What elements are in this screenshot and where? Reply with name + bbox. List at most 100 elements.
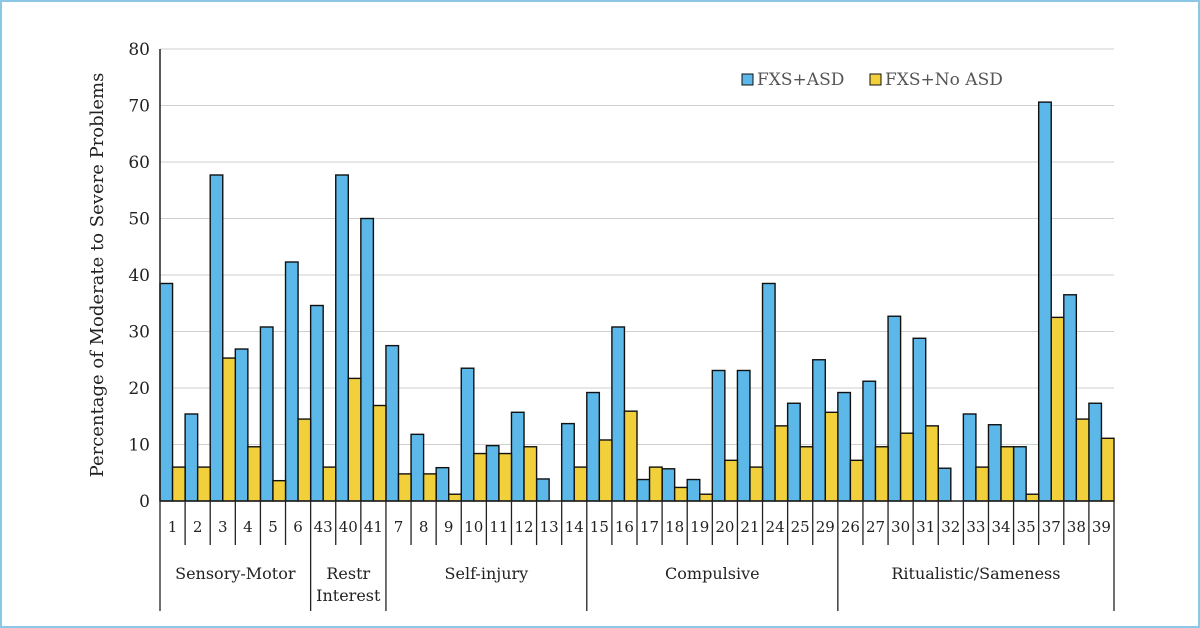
x-category-label: 33	[966, 518, 985, 536]
bar-fxs-asd	[410, 433, 425, 502]
y-tick-label: 10	[128, 436, 150, 456]
x-category-label: 8	[419, 518, 429, 536]
bar-fxs-no-asd	[196, 466, 211, 502]
group-label-line: Sensory-Motor	[175, 564, 296, 583]
bar-fxs-no-asd	[925, 425, 939, 502]
bar-fxs-no-asd	[598, 439, 613, 502]
bar-fxs-asd	[661, 468, 676, 502]
x-category-label: 12	[514, 518, 533, 536]
bar-fxs-no-asd	[975, 466, 990, 502]
bar-fxs-asd	[937, 467, 952, 502]
x-category-label: 7	[394, 518, 404, 536]
x-category-label: 30	[891, 518, 910, 536]
bar-fxs-no-asd	[372, 404, 387, 502]
bar-fxs-no-asd	[749, 466, 764, 502]
x-category-label: 21	[740, 518, 759, 536]
bar-fxs-no-asd	[297, 418, 312, 502]
group-label-line: Compulsive	[665, 564, 760, 583]
bar-fxs-asd	[485, 444, 500, 502]
y-tick-label: 50	[128, 210, 150, 230]
y-tick-label: 20	[128, 379, 150, 399]
group-label: Ritualistic/Sameness	[891, 564, 1060, 583]
x-category-label: 6	[293, 518, 303, 536]
bar-fxs-no-asd	[799, 446, 814, 502]
bar-fxs-no-asd	[724, 459, 739, 502]
bar-fxs-asd	[1088, 402, 1103, 502]
x-category-label: 5	[268, 518, 278, 536]
x-category-label: 38	[1067, 518, 1086, 536]
gridlines	[160, 48, 1114, 445]
x-category-label: 15	[590, 518, 609, 536]
bar-fxs-asd	[987, 424, 1002, 502]
x-category-label: 37	[1042, 518, 1061, 536]
x-category-label: 3	[218, 518, 228, 536]
bar-fxs-asd	[535, 478, 550, 502]
x-category-label: 43	[314, 518, 333, 536]
bar-fxs-no-asd	[648, 466, 663, 502]
group-label-line: Ritualistic/Sameness	[891, 564, 1060, 583]
bar-fxs-asd	[435, 466, 450, 502]
bar-fxs-asd	[510, 411, 525, 502]
x-category-label: 29	[816, 518, 835, 536]
bar-fxs-no-asd	[1075, 418, 1090, 502]
x-category-label: 19	[690, 518, 709, 536]
bar-fxs-asd	[159, 282, 174, 502]
bar-fxs-asd	[636, 478, 651, 502]
bar-fxs-asd	[360, 217, 375, 502]
bar-fxs-no-asd	[171, 466, 186, 502]
x-category-label: 13	[540, 518, 559, 536]
bar-fxs-asd	[284, 261, 299, 502]
bar-fxs-no-asd	[1050, 316, 1065, 502]
bar-fxs-no-asd	[673, 486, 688, 502]
y-tick-label: 60	[128, 153, 150, 173]
x-category-label: 2	[193, 518, 203, 536]
bar-fxs-no-asd	[899, 432, 914, 502]
bar-fxs-asd	[611, 326, 626, 502]
legend-label: FXS+ASD	[757, 70, 844, 90]
x-category-label: 9	[444, 518, 454, 536]
bar-fxs-asd	[1012, 446, 1027, 502]
bar-fxs-no-asd	[272, 479, 287, 502]
bar-fxs-no-asd	[874, 446, 889, 502]
x-category-label: 26	[841, 518, 860, 536]
bar-fxs-no-asd	[774, 425, 789, 502]
y-tick-label: 30	[128, 323, 150, 343]
bar-fxs-asd	[786, 402, 801, 502]
bar-fxs-asd	[1037, 101, 1052, 502]
group-label: Restr Interest	[316, 564, 381, 605]
legend: FXS+ASD FXS+No ASD	[741, 70, 1003, 90]
bar-fxs-asd	[335, 174, 349, 502]
group-label-line: Self-injury	[445, 564, 529, 583]
bar-fxs-no-asd	[573, 466, 588, 502]
bar-fxs-no-asd	[422, 473, 437, 502]
bar-fxs-asd	[586, 391, 601, 502]
bar-fxs-no-asd	[448, 493, 462, 502]
bar-fxs-no-asd	[222, 357, 237, 502]
x-category-label: 11	[489, 518, 508, 536]
legend-label: FXS+No ASD	[885, 70, 1003, 90]
group-label-line: Restr	[326, 564, 370, 583]
bar-fxs-asd	[460, 367, 475, 502]
x-category-label: 31	[916, 518, 935, 536]
bar-fxs-asd	[686, 478, 701, 502]
group-label: Sensory-Motor	[175, 564, 296, 583]
bar-fxs-no-asd	[397, 473, 412, 502]
y-tick-label: 40	[128, 266, 150, 286]
bar-fxs-asd	[962, 413, 977, 502]
group-label: Compulsive	[665, 564, 760, 583]
bar-fxs-no-asd	[849, 459, 864, 502]
x-category-label: 32	[941, 518, 960, 536]
legend-swatch-fxs-no-asd	[869, 73, 882, 86]
group-label-line: Interest	[316, 586, 381, 605]
bar-fxs-asd	[837, 391, 852, 502]
x-category-label: 17	[640, 518, 659, 536]
x-category-label: 1	[168, 518, 178, 536]
bar-fxs-no-asd	[1100, 437, 1115, 502]
bar-fxs-asd	[862, 380, 877, 502]
x-category-label: 10	[464, 518, 483, 536]
x-category-label: 20	[715, 518, 734, 536]
category-groups: Sensory-Motor Restr Interest Self-injury Com…	[175, 564, 1060, 605]
bar-fxs-asd	[259, 326, 274, 502]
x-category-label: 18	[665, 518, 684, 536]
